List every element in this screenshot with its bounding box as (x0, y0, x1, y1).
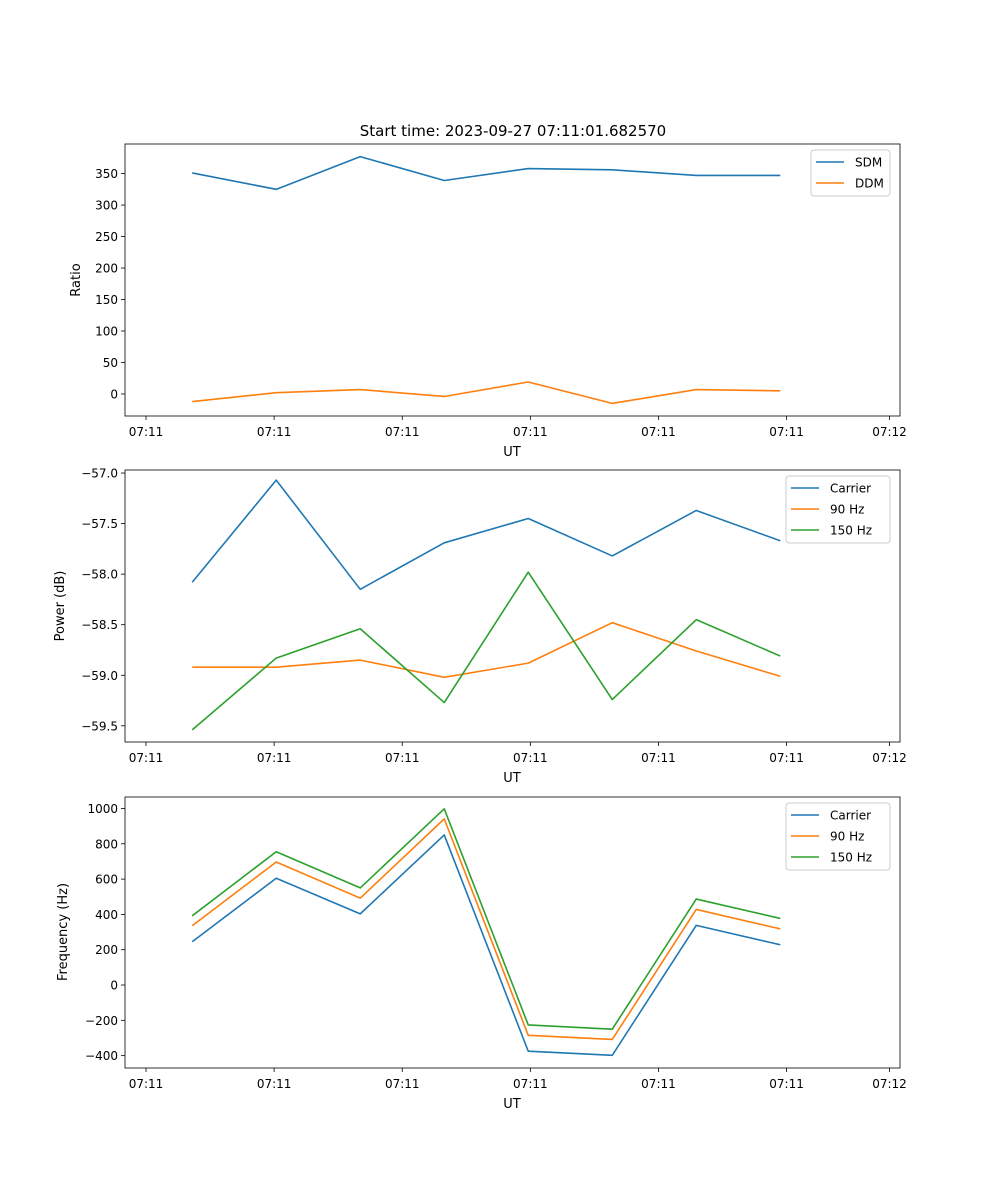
frequency-xlabel: UT (503, 1097, 521, 1112)
power-ytick-label: −59.0 (81, 669, 118, 683)
ratio-ytick-label: 50 (103, 356, 118, 370)
ratio-ytick-label: 150 (95, 293, 118, 307)
frequency-ytick-label: 800 (95, 837, 118, 851)
frequency-ytick-label: −400 (85, 1049, 118, 1063)
ratio-ytick-label: 300 (95, 199, 118, 213)
power-ytick-label: −57.5 (81, 517, 118, 531)
frequency-series-line-150-hz (191, 808, 781, 1030)
ratio-legend-label: DDM (855, 177, 884, 191)
power-ytick-label: −58.5 (81, 618, 118, 632)
power-series-line-carrier (191, 479, 781, 591)
ratio-xlabel: UT (503, 445, 521, 460)
power-series-line-90-hz (192, 621, 781, 679)
ratio-marks: 07:11 07:11 07:11 07:11 07:11 07:11 07:12 0 50 10… (95, 149, 907, 439)
frequency-legend-box (785, 802, 891, 871)
frequency-legend-label: 90 Hz (830, 830, 864, 844)
frequency-xtick-label: 07:11 (257, 1077, 292, 1091)
frequency-xtick-label: 07:11 (513, 1077, 548, 1091)
ratio-xtick-label: 07:11 (769, 425, 804, 439)
power-legend-label: Carrier (830, 482, 871, 496)
power-marks: 07:11 07:11 07:11 07:11 07:11 07:11 07:12 −59.5… (81, 467, 907, 765)
frequency-ytick-label: −200 (85, 1014, 118, 1028)
ratio-xtick-label: 07:11 (385, 425, 420, 439)
power-xtick-label: 07:11 (769, 751, 804, 765)
ratio-ytick-label: 350 (95, 167, 118, 181)
ratio-panel: Start time: 2023-09-27 07:11:01.682570 0… (69, 122, 907, 460)
power-panel: 07:11 07:11 07:11 07:11 07:11 07:11 07:12 −59.5… (53, 467, 907, 786)
frequency-xtick-label: 07:11 (129, 1077, 164, 1091)
ratio-xtick-label: 07:11 (513, 425, 548, 439)
power-xlabel: UT (503, 771, 521, 786)
frequency-series-line-carrier (191, 834, 781, 1057)
power-xtick-label: 07:12 (872, 751, 907, 765)
frequency-legend-label: Carrier (830, 809, 871, 823)
power-series-line-150-hz (191, 571, 781, 731)
ratio-xtick-label: 07:12 (872, 425, 907, 439)
ratio-ytick-label: 100 (95, 325, 118, 339)
ratio-legend-label: SDM (855, 156, 882, 170)
power-ytick-label: −57.0 (81, 467, 118, 481)
frequency-axes-frame (124, 796, 901, 1069)
frequency-ytick-label: 1000 (87, 802, 118, 816)
power-ylabel: Power (dB) (53, 571, 68, 642)
frequency-ytick-label: 200 (95, 943, 118, 957)
ratio-ytick-label: 200 (95, 262, 118, 276)
frequency-marks: 07:11 07:11 07:11 07:11 07:11 07:11 07:12 −400 −… (85, 802, 907, 1091)
ratio-series-line-sdm (192, 155, 781, 191)
ratio-ytick-label: 250 (95, 230, 118, 244)
figure-title: Start time: 2023-09-27 07:11:01.682570 (360, 122, 666, 140)
frequency-xtick-label: 07:11 (385, 1077, 420, 1091)
frequency-xtick-label: 07:12 (872, 1077, 907, 1091)
frequency-ytick-label: 0 (110, 979, 118, 993)
frequency-xtick-label: 07:11 (769, 1077, 804, 1091)
power-xtick-label: 07:11 (385, 751, 420, 765)
power-xtick-label: 07:11 (513, 751, 548, 765)
frequency-ylabel: Frequency (Hz) (56, 883, 71, 981)
frequency-ytick-label: 600 (95, 873, 118, 887)
ratio-ytick-label: 0 (110, 387, 118, 401)
power-xtick-label: 07:11 (129, 751, 164, 765)
power-xtick-label: 07:11 (257, 751, 292, 765)
power-legend-label: 150 Hz (830, 524, 872, 538)
power-legend-label: 90 Hz (830, 503, 864, 517)
power-ytick-label: −58.0 (81, 568, 118, 582)
frequency-series-line-90-hz (191, 818, 781, 1041)
power-xtick-label: 07:11 (641, 751, 676, 765)
frequency-ytick-label: 400 (95, 908, 118, 922)
ratio-xtick-label: 07:11 (129, 425, 164, 439)
ratio-xtick-label: 07:11 (257, 425, 292, 439)
power-axes-frame (124, 469, 901, 743)
frequency-xtick-label: 07:11 (641, 1077, 676, 1091)
frequency-legend-label: 150 Hz (830, 851, 872, 865)
power-ytick-label: −59.5 (81, 719, 118, 733)
ratio-series-line-ddm (192, 381, 781, 405)
ratio-xtick-label: 07:11 (641, 425, 676, 439)
frequency-panel: 07:11 07:11 07:11 07:11 07:11 07:11 07:12 −400 −… (56, 796, 907, 1112)
ratio-ylabel: Ratio (69, 263, 84, 296)
power-legend-box (785, 475, 891, 544)
ratio-axes-frame (124, 143, 901, 417)
